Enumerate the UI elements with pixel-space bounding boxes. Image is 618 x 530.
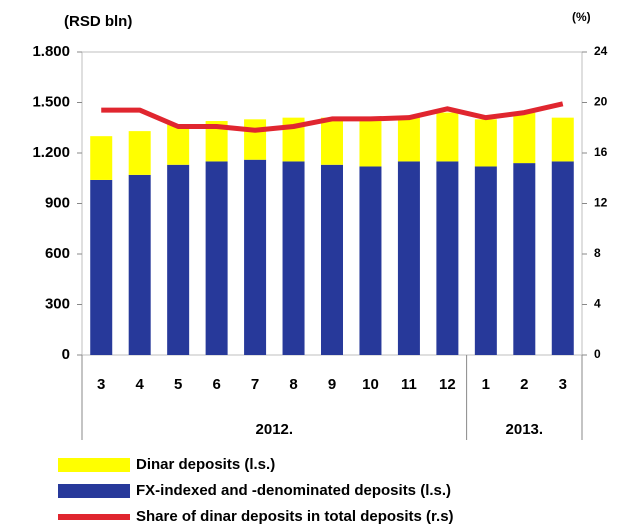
- bar: [205, 161, 228, 355]
- line-series: [101, 101, 564, 133]
- y2-tick-label: 0: [594, 347, 601, 361]
- x-tick-label: 3: [559, 376, 567, 393]
- x-tick-label: 3: [97, 376, 105, 393]
- bar: [90, 136, 113, 180]
- bar: [397, 115, 420, 162]
- bar: [205, 121, 228, 162]
- x-tick-label: 4: [136, 376, 145, 393]
- legend-swatch: [58, 514, 130, 520]
- x-tick-label: 11: [401, 376, 417, 393]
- bar: [436, 112, 459, 162]
- y2-tick-label: 4: [594, 297, 601, 311]
- bar: [436, 161, 459, 355]
- y-tick-label: 1.200: [32, 144, 70, 161]
- y-tick-label: 900: [45, 194, 70, 211]
- bar: [128, 174, 151, 355]
- x-tick-label: 2: [520, 376, 528, 393]
- bar: [321, 164, 343, 355]
- group-label: 2013.: [506, 421, 544, 438]
- legend-swatch: [58, 458, 130, 472]
- bar: [359, 166, 382, 355]
- y2-tick-label: 20: [594, 95, 608, 109]
- group-label: 2012.: [256, 421, 294, 438]
- bar: [551, 161, 574, 355]
- bar: [513, 163, 536, 355]
- x-tick-label: 5: [174, 376, 182, 393]
- legend-label: Share of dinar deposits in total deposit…: [136, 508, 454, 525]
- bar: [321, 117, 343, 165]
- bar: [244, 119, 267, 160]
- bar: [167, 124, 190, 165]
- x-tick-label: 7: [251, 376, 259, 393]
- bar: [551, 117, 574, 162]
- y-tick-label: 300: [45, 295, 70, 312]
- y2-axis-label: (%): [572, 10, 591, 24]
- bar: [90, 179, 113, 355]
- y-axis-label: (RSD bln): [64, 13, 132, 30]
- y2-tick-label: 24: [594, 44, 608, 58]
- bar: [513, 112, 536, 164]
- x-tick-label: 12: [439, 376, 456, 393]
- y-tick-label: 0: [62, 346, 70, 363]
- bar: [474, 119, 497, 167]
- bar: [397, 161, 420, 355]
- y2-tick-label: 12: [594, 196, 608, 210]
- x-tick-label: 1: [482, 376, 490, 393]
- bar: [474, 166, 497, 355]
- y-tick-label: 1.800: [32, 43, 70, 60]
- x-tick-label: 6: [212, 376, 220, 393]
- x-tick-label: 10: [362, 376, 379, 393]
- x-tick-label: 9: [328, 376, 336, 393]
- bar: [359, 117, 382, 167]
- y2-tick-label: 8: [594, 246, 601, 260]
- bar: [244, 159, 267, 355]
- bar: [282, 161, 305, 355]
- legend-label: Dinar deposits (l.s.): [136, 456, 275, 473]
- x-tick-label: 8: [289, 376, 297, 393]
- y2-tick-label: 16: [594, 145, 608, 159]
- y-tick-label: 600: [45, 245, 70, 262]
- bar: [128, 131, 151, 175]
- legend-label: FX-indexed and -denominated deposits (l.…: [136, 482, 451, 499]
- bar: [167, 164, 190, 355]
- y-tick-label: 1.500: [32, 93, 70, 110]
- legend-swatch: [58, 484, 130, 498]
